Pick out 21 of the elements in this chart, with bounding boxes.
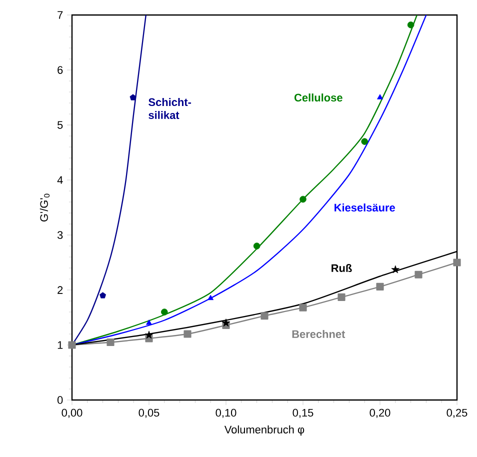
series-label: Berechnet	[292, 330, 346, 338]
y-tick-label: 2	[58, 286, 63, 294]
x-tick-label: 0,05	[138, 408, 160, 418]
x-axis-title: Volumenbruch φ	[224, 425, 304, 436]
x-tick-label: 0,15	[292, 408, 314, 418]
x-tick-label: 0,20	[370, 408, 390, 418]
y-tick-label: 6	[58, 66, 63, 74]
y-tick-label: 1	[58, 341, 63, 349]
x-tick-label: 0,10	[216, 408, 236, 418]
text: Ruß	[332, 264, 352, 272]
text: Cellulose	[294, 93, 342, 102]
y-tick-label: 4	[57, 176, 63, 184]
y-tick-label: 7	[58, 11, 63, 19]
y-tick-label: 5	[57, 121, 63, 129]
x-tick-label: 0,25	[446, 408, 468, 418]
y-tick-label: 3	[57, 231, 63, 239]
y-tick-label: 0	[57, 396, 63, 404]
text: Kieselsäure	[334, 203, 395, 212]
x-tick-label: 0,00	[62, 408, 82, 418]
y-axis-title: G'/G'$_{0}$	[40, 194, 50, 222]
series-label: Schicht-silikat	[148, 98, 192, 120]
